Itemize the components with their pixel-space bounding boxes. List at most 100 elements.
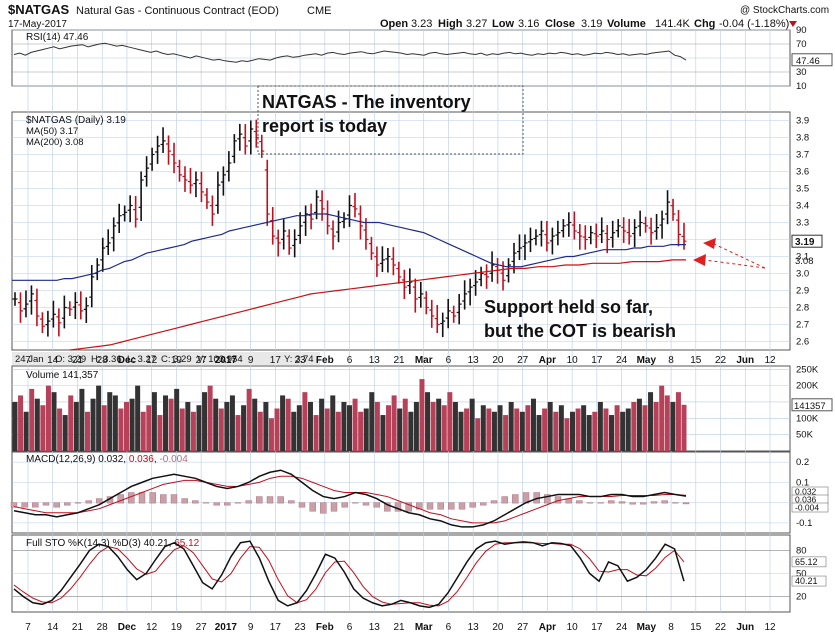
volume-bar <box>413 401 419 451</box>
volume-bar <box>179 408 185 451</box>
macd-histogram-bar <box>330 502 338 512</box>
x-tick-label: 28 <box>97 622 109 633</box>
rsi-current-label: 47.46 <box>796 56 820 67</box>
macd-current-box <box>791 502 829 513</box>
readout-date: 24 Jan <box>15 354 44 365</box>
ohlc-open-label: Open <box>380 18 408 30</box>
macd-histogram-bar <box>256 496 263 504</box>
macd-histogram-bar <box>117 494 124 504</box>
ohlc-high-label: High <box>438 18 463 30</box>
volume-bar <box>631 401 637 451</box>
x-tick-label: 14 <box>47 622 59 633</box>
x-tick-label: 2017 <box>215 622 238 633</box>
price-x-tick-label: 6 <box>347 355 353 366</box>
x-tick-label: 22 <box>715 622 727 633</box>
price-x-tick-label: 21 <box>393 355 405 366</box>
macd-histogram-bar <box>309 502 316 512</box>
price-tick-label: 3.3 <box>796 218 809 229</box>
volume-bar <box>229 395 235 451</box>
volume-bar <box>18 395 24 451</box>
macd-signal-line <box>13 475 687 524</box>
x-tick-label: 12 <box>146 622 158 633</box>
sto-legend-prefix: Full STO %K(14,3) %D(3) <box>26 538 141 549</box>
volume-bar <box>475 418 481 451</box>
volume-bar <box>664 395 670 451</box>
ohlc-volume-value: 141.4K <box>655 18 691 30</box>
volume-bar <box>648 392 654 451</box>
volume-bar <box>452 401 458 451</box>
x-tick-label: Feb <box>316 622 334 633</box>
macd-line <box>13 469 687 528</box>
volume-bar <box>480 405 486 451</box>
x-tick-label: 17 <box>270 622 282 633</box>
ma200-line <box>69 259 686 351</box>
ohlc-high-value: 3.27 <box>466 18 487 30</box>
x-tick-label: Jun <box>736 622 754 633</box>
price-x-tick-label: 23 <box>295 355 307 366</box>
macd-histogram-bar <box>458 502 466 510</box>
volume-bar <box>542 408 548 451</box>
volume-bar <box>335 411 341 451</box>
macd-tick-label: -0.1 <box>796 518 812 529</box>
ma50-line <box>12 213 686 281</box>
macd-tick-label: 0.1 <box>796 477 809 488</box>
volume-bar <box>659 385 665 451</box>
sto-tick-label: 50 <box>796 569 807 580</box>
volume-bar <box>558 405 564 451</box>
volume-bar <box>503 415 509 451</box>
ohlc-open-value: 3.23 <box>411 18 432 30</box>
volume-tick-label: 200K <box>796 381 819 392</box>
x-tick-label: 17 <box>591 622 603 633</box>
x-tick-label: 10 <box>567 622 579 633</box>
sto-k-legend-value: 40.21 <box>144 538 169 549</box>
price-tick-label: 2.9 <box>796 286 809 297</box>
volume-bar <box>296 405 302 451</box>
crosshair-readout: 24 Jan O: 3.29 H: 3.36 L: 3.27 C: 3.29 V… <box>12 352 320 365</box>
macd-histogram-bar <box>544 494 551 504</box>
macd-histogram-bar <box>352 502 359 504</box>
price-current-label: 3.19 <box>795 237 815 248</box>
arrow-head-icon <box>693 254 706 266</box>
macd-current-label: 0.032 <box>795 487 817 497</box>
volume-bar <box>570 411 575 451</box>
volume-bar <box>547 401 553 451</box>
price-tick-label: 3.4 <box>796 201 809 212</box>
macd-signal-legend-value: 0.036 <box>129 454 154 465</box>
volume-bar <box>196 405 202 451</box>
macd-histogram-bar <box>650 501 658 504</box>
volume-bar <box>107 392 113 451</box>
ohlc-low-label: Low <box>492 18 514 30</box>
volume-bar <box>34 398 40 451</box>
volume-bar <box>425 392 431 451</box>
macd-histogram-bar <box>640 502 647 505</box>
price-tick-label: 3.9 <box>796 116 809 127</box>
price-tick-label: 3.8 <box>796 133 809 144</box>
volume-bar <box>79 388 85 451</box>
price-current-box <box>791 234 823 248</box>
macd-histogram-bar <box>234 502 242 504</box>
x-tick-label: Apr <box>539 622 556 633</box>
x-tick-label: May <box>637 622 657 633</box>
volume-bar <box>486 408 492 451</box>
price-x-tick-label: 17 <box>591 355 603 366</box>
x-tick-label: 21 <box>72 622 84 633</box>
macd-current-label: -0.004 <box>795 503 819 513</box>
x-tick-label: 23 <box>295 622 307 633</box>
volume-bar <box>586 415 592 451</box>
volume-bar <box>374 401 380 451</box>
macd-histogram-bar <box>490 500 498 504</box>
volume-bar <box>536 415 542 451</box>
macd-histogram-bar <box>53 502 60 508</box>
price-x-tick-label: Dec <box>118 355 137 366</box>
volume-bar <box>257 411 263 451</box>
volume-bar <box>519 411 525 451</box>
volume-bar <box>341 401 347 451</box>
volume-bar <box>391 395 397 451</box>
price-x-tick-label: 17 <box>270 355 282 366</box>
volume-bar <box>419 379 425 451</box>
volume-bar <box>57 408 63 451</box>
sto-current-label: 65.12 <box>795 557 818 567</box>
rsi-tick-label: 30 <box>796 67 807 78</box>
volume-bar <box>241 405 247 451</box>
macd-histogram-bar <box>149 492 156 504</box>
